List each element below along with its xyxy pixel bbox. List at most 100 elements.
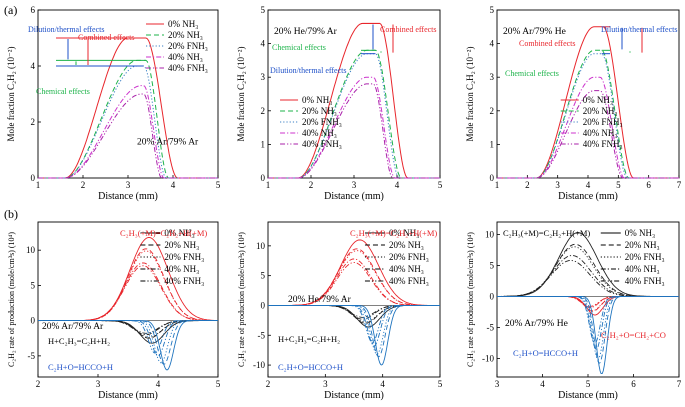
y-tick-label: 3 — [490, 72, 495, 82]
panel-a-label: (a) — [4, 3, 17, 17]
condition-label: 20% Ar/79% He — [503, 27, 566, 37]
legend-label: 20% NH₃ — [302, 106, 337, 116]
series-line-4 — [268, 83, 440, 179]
reaction-label-r1: C₂H₃(+M)=C₂H₂+H(+M) — [350, 228, 437, 238]
y-tick-label: -10 — [482, 353, 494, 363]
x-tick-label: 4 — [395, 180, 400, 190]
y-axis-label: C₂H₂ rate of production (mole/cm³s) (10⁴… — [7, 232, 16, 367]
legend-label: 40% NH₃ — [302, 128, 337, 138]
x-axis-label: Distance (mm) — [324, 191, 384, 202]
legend-label: 0% NH₃ — [168, 19, 198, 29]
legend-label: 20% NH₃ — [389, 240, 424, 250]
legend-label: 0% NH₃ — [583, 95, 613, 105]
x-axis-label: Distance (mm) — [324, 390, 384, 401]
legend-label: 0% NH₃ — [164, 228, 194, 238]
b-axes-3: 2 3 4 5 -5 0 5 10 Distance (mm) C₂H₂ rate of prod… — [7, 221, 221, 401]
y-tick-label: 10 — [256, 241, 266, 251]
y-tick-label: 0 — [31, 173, 36, 183]
y-tick-label: 0 — [490, 291, 495, 301]
x-tick-label: 5 — [438, 379, 443, 389]
x-tick-label: 3 — [126, 180, 131, 190]
legend-label: 20% FNH₃ — [389, 252, 429, 262]
x-tick-label: 4 — [380, 379, 385, 389]
y-tick-label: 4 — [261, 39, 266, 49]
legend-label: 40% NH₃ — [168, 52, 203, 62]
x-tick-label: 4 — [540, 379, 545, 389]
legend-label: 40% NH₃ — [164, 264, 199, 274]
y-tick-label: -5 — [487, 322, 495, 332]
x-tick-label: 4 — [171, 180, 176, 190]
legend-label: 40% FNH₃ — [302, 139, 342, 149]
condition-label: 20% Ar/79% He — [505, 319, 568, 329]
b-plot-frame — [267, 221, 441, 378]
reaction-label-r1: C₂H₃(+M)=C₂H₂+H(+M) — [503, 228, 590, 238]
y-tick-label: 4 — [490, 39, 495, 49]
b-plot-frame — [37, 221, 219, 378]
series-line-1 — [38, 59, 218, 179]
rop-line-r3-4 — [268, 305, 440, 343]
legend-label: 20% NH₃ — [625, 240, 660, 250]
x-tick-label: 5 — [438, 180, 443, 190]
y-tick-label: 10 — [485, 229, 495, 239]
legend-label: 20% FNH₃ — [625, 252, 665, 262]
legend-label: 40% NH₃ — [389, 264, 424, 274]
condition-label: 20% He/79% Ar — [288, 295, 352, 305]
y-tick-label: 0 — [31, 316, 36, 326]
y-tick-label: -5 — [258, 330, 266, 340]
x-tick-label: 5 — [586, 379, 591, 389]
x-tick-label: 2 — [266, 379, 271, 389]
x-tick-label: 3 — [96, 379, 101, 389]
x-tick-label: 1 — [266, 180, 271, 190]
legend-label: 0% NH₃ — [302, 95, 332, 105]
y-tick-label: -10 — [253, 360, 265, 370]
x-tick-label: 4 — [586, 180, 591, 190]
x-tick-label: 4 — [156, 379, 161, 389]
legend-label: 20% NH₃ — [164, 240, 199, 250]
reaction-label-r2: H+C₂H₃=C₂H+H₂ — [278, 334, 340, 344]
rop-line-r4-4 — [497, 295, 679, 307]
y-tick-label: 6 — [31, 5, 36, 15]
combined-annotation: Combined effects — [519, 39, 576, 48]
rop-line-r1-1 — [38, 248, 218, 322]
x-axis-label: Distance (mm) — [98, 191, 158, 202]
x-tick-label: 5 — [216, 379, 221, 389]
x-tick-label: 6 — [631, 379, 636, 389]
legend-label: 20% NH₃ — [583, 106, 618, 116]
rop-line-r4-2 — [497, 295, 679, 312]
legend-label: 40% NH₃ — [625, 264, 660, 274]
x-tick-label: 3 — [323, 379, 328, 389]
b-axes-4: 2 3 4 5 -10 -5 0 5 10 Distance (mm) C₂H₂ rate of p… — [237, 221, 443, 401]
rop-line-r3-4 — [497, 295, 679, 345]
y-tick-label: 4 — [31, 61, 36, 71]
x-tick-label: 2 — [36, 379, 41, 389]
dilution-annotation: Dilution/thermal effects — [28, 25, 105, 34]
x-tick-label: 5 — [616, 180, 621, 190]
reaction-label-r3: C₂H+O=HCCO+H — [48, 362, 113, 372]
x-tick-label: 7 — [677, 180, 682, 190]
reaction-label-r1: C₂H₃(+M)=C₂H₂+H(+M) — [120, 228, 207, 238]
rop-line-r3-1 — [268, 305, 440, 358]
combined-annotation: Combined effects — [78, 33, 135, 42]
series-line-4 — [497, 90, 679, 179]
y-tick-label: 2 — [261, 106, 266, 116]
y-tick-label: 5 — [490, 260, 495, 270]
legend-label: 20% NH₃ — [168, 30, 203, 40]
rop-line-r2-3 — [268, 305, 440, 320]
y-tick-label: 0 — [261, 300, 266, 310]
reaction-label-r4: C₂H₂+O=CH₂+CO — [601, 330, 666, 340]
condition-label: 20% He/79% Ar — [274, 27, 338, 37]
dilution-annotation: Dilution/thermal effects — [270, 66, 347, 75]
y-axis-label: Mole fraction C₂H₂ (10⁻²) — [6, 47, 16, 142]
legend-label: 40% FNH₃ — [164, 276, 204, 286]
legend-label: 40% FNH₃ — [168, 63, 208, 73]
rop-line-r1-2 — [268, 250, 440, 306]
series-line-4 — [38, 93, 218, 179]
y-axis-label: C₂H₂ rate of production (mole/cm³s) (10⁴… — [237, 232, 246, 367]
y-axis-label: C₂H₂ rate of production (mole/cm³s) (10⁴… — [466, 232, 475, 367]
x-tick-label: 7 — [677, 379, 682, 389]
series-line-2 — [38, 65, 218, 179]
y-tick-label: 0 — [490, 173, 495, 183]
y-tick-label: 5 — [490, 5, 495, 15]
